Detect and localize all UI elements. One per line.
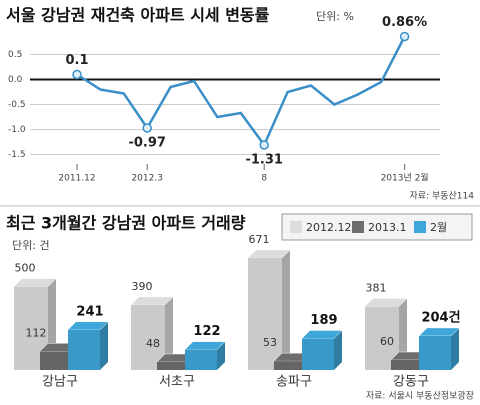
bar bbox=[131, 304, 165, 370]
chart-title: 최근 3개월간 강남권 아파트 거래량 bbox=[6, 214, 246, 233]
line-series bbox=[76, 35, 406, 148]
data-label: 671 bbox=[249, 233, 270, 246]
chart-title: 서울 강남권 재건축 아파트 시세 변동률 bbox=[6, 6, 270, 25]
bar bbox=[68, 329, 100, 370]
data-point bbox=[259, 140, 269, 150]
unit-label: 단위: 건 bbox=[12, 239, 50, 252]
bar-depth bbox=[334, 330, 342, 370]
legend-swatch bbox=[352, 221, 364, 233]
y-tick-label: -1.5 bbox=[8, 150, 26, 160]
x-tick-label: 8 bbox=[261, 174, 267, 184]
x-tick-label: 강남구 bbox=[42, 375, 78, 390]
bar-depth bbox=[282, 250, 290, 370]
bar bbox=[185, 349, 217, 370]
data-label: 390 bbox=[132, 280, 153, 293]
bar bbox=[248, 258, 282, 370]
x-tick-label: 서초구 bbox=[159, 375, 195, 390]
data-label: 48 bbox=[146, 337, 160, 350]
source: 자료: 부동산114 bbox=[410, 191, 475, 202]
legend-label: 2012.12 bbox=[306, 221, 352, 234]
x-tick-label: 2011.12 bbox=[58, 174, 95, 184]
data-label: 0.86% bbox=[382, 15, 427, 30]
x-tick-label: 송파구 bbox=[276, 375, 312, 390]
bar bbox=[157, 361, 187, 370]
x-tick-label: 강동구 bbox=[393, 375, 429, 390]
data-label: 204건 bbox=[421, 309, 460, 325]
bar-depth bbox=[165, 296, 173, 370]
data-label: 241 bbox=[76, 304, 103, 319]
legend-box bbox=[281, 213, 473, 241]
legend-label: 2월 bbox=[430, 221, 447, 234]
data-label: 122 bbox=[193, 324, 220, 339]
bar-depth bbox=[451, 327, 459, 370]
data-label: -0.97 bbox=[128, 136, 165, 151]
bar bbox=[391, 359, 421, 370]
bar bbox=[274, 361, 304, 370]
data-label: -1.31 bbox=[245, 153, 282, 168]
bar-depth bbox=[100, 321, 108, 370]
bar bbox=[40, 351, 70, 370]
y-tick-label: -0.5 bbox=[8, 100, 26, 110]
bar bbox=[302, 338, 334, 370]
data-label: 112 bbox=[26, 326, 47, 339]
bar-depth bbox=[217, 341, 225, 370]
legend-swatch bbox=[290, 221, 302, 233]
data-label: 53 bbox=[263, 336, 277, 349]
data-point bbox=[72, 69, 82, 80]
source: 자료: 서울시 부동산정보광장 bbox=[366, 390, 474, 402]
data-label: 500 bbox=[15, 262, 36, 275]
data-label: 0.1 bbox=[65, 53, 88, 68]
legend-swatch bbox=[414, 221, 426, 233]
data-label: 60 bbox=[380, 335, 394, 348]
legend-label: 2013.1 bbox=[368, 221, 407, 234]
data-point bbox=[142, 123, 152, 133]
x-tick-label: 2012.3 bbox=[131, 174, 163, 184]
data-point bbox=[399, 31, 410, 42]
data-label: 381 bbox=[366, 281, 387, 294]
bar bbox=[419, 335, 451, 370]
x-tick-label: 2013년 2월 bbox=[381, 172, 429, 184]
data-label: 189 bbox=[310, 313, 337, 328]
y-tick-label: 0.0 bbox=[8, 75, 23, 85]
y-tick-label: -1.0 bbox=[8, 125, 26, 135]
unit-label: 단위: % bbox=[316, 10, 354, 23]
y-tick-label: 0.5 bbox=[8, 50, 22, 60]
